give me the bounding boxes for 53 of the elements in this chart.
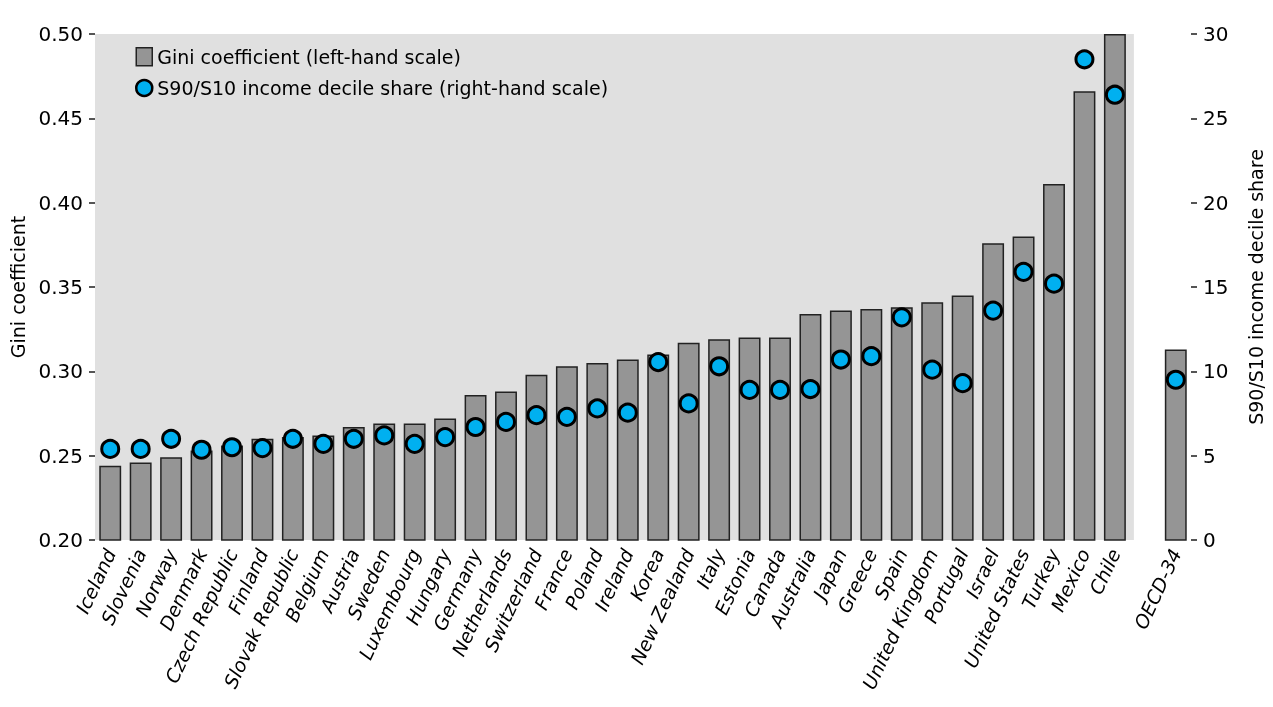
point — [861, 346, 882, 367]
y2-tick-label: 25 — [1203, 106, 1229, 131]
y-tick-label: 0.50 — [38, 22, 83, 46]
point — [465, 417, 486, 437]
y-tick-label: 0.20 — [38, 528, 83, 552]
y-tick-label: 0.35 — [38, 275, 83, 299]
y2-tick-label: 15 — [1203, 275, 1229, 299]
y2-tick-label: 30 — [1203, 22, 1229, 46]
point — [709, 356, 730, 377]
y-tick-label: 0.40 — [38, 190, 83, 215]
point — [343, 428, 364, 449]
point — [282, 428, 303, 449]
point — [952, 373, 973, 394]
point — [1074, 49, 1095, 70]
legend-label: Gini coefficient (left-hand scale) — [157, 45, 461, 68]
legend-label: S90/S10 income decile share (right-hand scale) — [157, 77, 609, 99]
point — [130, 438, 151, 459]
point — [1013, 261, 1034, 282]
point — [496, 411, 516, 432]
point — [556, 406, 577, 427]
point — [404, 433, 425, 454]
y2-tick-label: 20 — [1203, 190, 1229, 215]
point — [100, 438, 121, 459]
point — [648, 352, 669, 373]
y-tick-label: 0.45 — [38, 106, 83, 131]
point — [222, 437, 242, 458]
y2-tick-label: 5 — [1203, 443, 1216, 468]
point — [374, 425, 395, 446]
point — [435, 427, 456, 448]
point — [313, 433, 334, 454]
point — [587, 398, 608, 419]
point — [983, 300, 1004, 321]
y2-axis-title: S90/S10 income decile share — [1244, 149, 1267, 425]
point — [252, 438, 273, 459]
point — [1165, 369, 1186, 390]
point — [830, 349, 851, 370]
y2-tick-label: 0 — [1203, 528, 1216, 552]
point — [161, 428, 182, 449]
point — [617, 402, 638, 423]
point — [1104, 84, 1125, 105]
point — [678, 393, 699, 414]
point — [891, 307, 912, 328]
y2-tick-label: 10 — [1203, 359, 1229, 384]
point — [922, 359, 943, 380]
point — [739, 379, 760, 400]
point — [526, 405, 547, 426]
y-tick-label: 0.30 — [38, 359, 83, 384]
point — [1044, 273, 1064, 294]
point — [800, 379, 821, 400]
y-tick-label: 0.25 — [38, 443, 83, 468]
point — [191, 439, 212, 460]
y-axis-title: Gini coefficient — [7, 215, 30, 359]
point — [770, 379, 790, 400]
